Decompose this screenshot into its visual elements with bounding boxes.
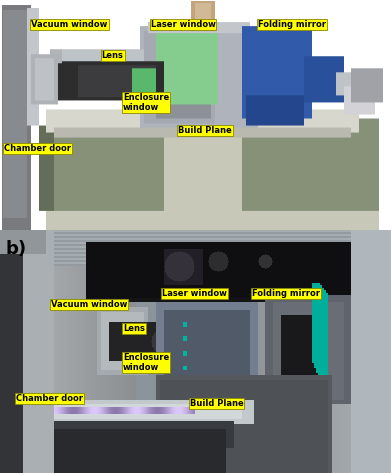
Text: Folding mirror: Folding mirror <box>252 289 320 298</box>
Text: b): b) <box>6 240 27 258</box>
Text: Enclosure
window: Enclosure window <box>123 93 169 112</box>
Text: Lens: Lens <box>123 324 145 333</box>
Text: Chamber door: Chamber door <box>16 394 83 403</box>
Text: Vacuum window: Vacuum window <box>31 20 108 29</box>
Text: Lens: Lens <box>102 51 124 60</box>
Text: Enclosure
window: Enclosure window <box>123 353 169 372</box>
Text: Folding mirror: Folding mirror <box>258 20 326 29</box>
Text: Chamber door: Chamber door <box>4 144 71 153</box>
Text: Vacuum window: Vacuum window <box>51 300 127 309</box>
Text: Laser window: Laser window <box>162 289 227 298</box>
Text: Build Plane: Build Plane <box>178 126 231 135</box>
Text: Build Plane: Build Plane <box>190 399 243 408</box>
Text: Laser window: Laser window <box>151 20 215 29</box>
